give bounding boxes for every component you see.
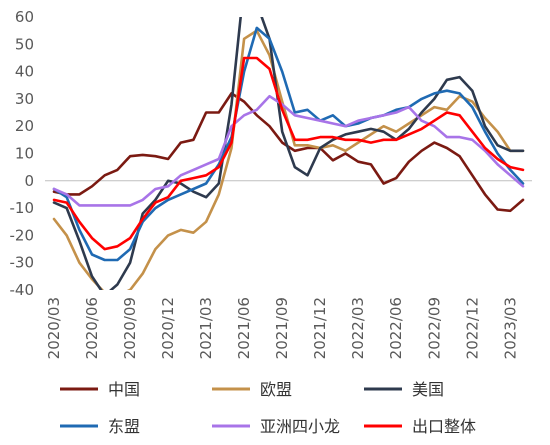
x-tick-label: 2021/09 [273,297,291,359]
legend-label: 美国 [412,380,444,399]
x-tick-label: 2020/03 [45,297,63,359]
y-tick-label: -10 [10,199,35,217]
legend-label: 东盟 [108,417,140,436]
y-tick-label: 60 [15,8,34,26]
x-tick-label: 2020/06 [83,297,101,359]
legend-label: 中国 [108,380,140,399]
x-tick-label: 2022/06 [387,297,405,359]
legend-label: 欧盟 [260,380,292,399]
x-tick-label: 2021/06 [235,297,253,359]
x-axis-ticks: 2020/03 2020/06 2020/09 2020/12 2021/03 2021/… [45,297,519,359]
y-tick-label: -40 [10,281,35,299]
series-line-3 [52,17,525,290]
x-tick-label: 2020/09 [121,297,139,359]
series-line-4 [52,26,525,262]
series-line-6 [52,56,525,251]
legend-label: 亚洲四小龙 [260,417,340,436]
y-tick-label: -30 [10,254,35,272]
x-tick-label: 2020/12 [159,297,177,359]
y-tick-label: 40 [15,63,34,81]
y-tick-label: 50 [15,35,34,53]
y-tick-label: 20 [15,117,34,135]
x-tick-label: 2023/03 [501,297,519,359]
x-tick-label: 2022/12 [463,297,481,359]
y-tick-label: 10 [15,145,34,163]
x-tick-label: 2022/03 [349,297,367,359]
y-tick-label: 0 [24,172,34,190]
y-tick-label: -20 [10,226,35,244]
x-tick-label: 2022/09 [425,297,443,359]
y-tick-label: 30 [15,90,34,108]
x-tick-label: 2021/12 [311,297,329,359]
series-line-5 [52,94,525,207]
y-axis-ticks: -40 -30 -20 -10 0 10 20 30 40 50 60 [10,8,35,299]
legend-label: 出口整体 [412,417,476,436]
x-tick-label: 2021/03 [197,297,215,359]
plot-area [45,17,532,290]
